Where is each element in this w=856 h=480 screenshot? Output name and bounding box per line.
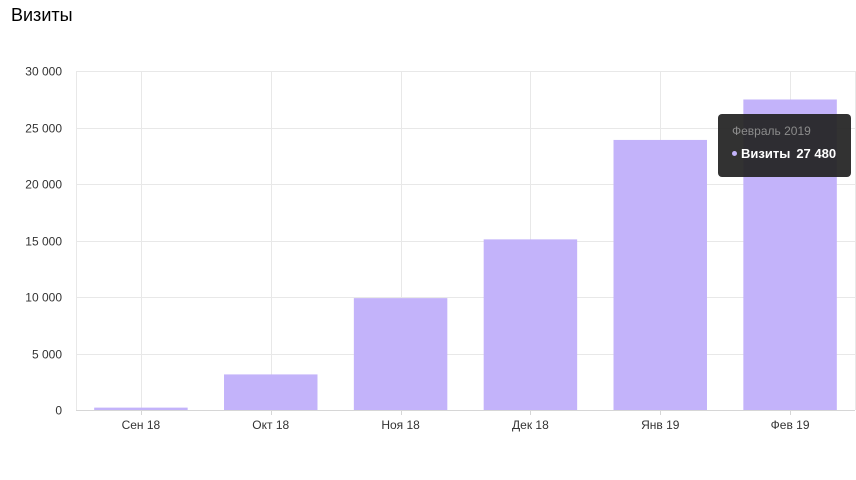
x-tick-label: Сен 18 (122, 418, 161, 432)
x-tick-label: Дек 18 (512, 418, 549, 432)
y-tick-label: 20 000 (25, 178, 62, 192)
x-tick-label: Фев 19 (771, 418, 810, 432)
bar-3[interactable] (353, 298, 448, 410)
chart-tooltip: Февраль 2019 Визиты 27 480 (718, 114, 851, 177)
bar-4[interactable] (483, 239, 578, 410)
bar-5[interactable] (613, 139, 707, 410)
y-tick-label: 0 (55, 404, 62, 418)
tooltip-row: Визиты 27 480 (732, 146, 837, 161)
tooltip-series-name: Визиты (741, 146, 791, 161)
bar-2[interactable] (224, 374, 318, 410)
y-tick-label: 25 000 (25, 122, 62, 136)
y-tick-label: 30 000 (25, 65, 62, 79)
x-tick-label: Ноя 18 (381, 418, 420, 432)
series-dot-icon (732, 151, 737, 157)
x-axis-ticks: Сен 18 Окт 18 Ноя 18 Дек 18 Янв 19 Фев 19 (122, 410, 810, 432)
tooltip-value: 27 480 (796, 146, 837, 161)
x-tick-label: Янв 19 (641, 418, 680, 432)
y-axis-ticks: 0 5 000 10 000 15 000 20 000 25 000 30 000 (25, 65, 62, 418)
tooltip-title: Февраль 2019 (732, 124, 811, 138)
y-tick-label: 10 000 (25, 291, 62, 305)
y-tick-label: 15 000 (25, 235, 62, 249)
chart-title: Визиты (11, 5, 73, 25)
x-tick-label: Окт 18 (252, 418, 289, 432)
y-tick-label: 5 000 (32, 348, 62, 362)
bar-1[interactable] (94, 407, 188, 410)
